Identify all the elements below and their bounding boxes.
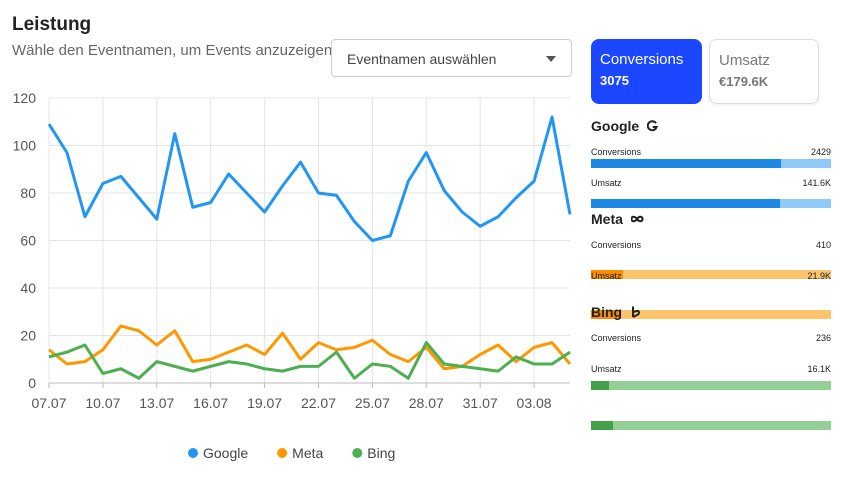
platform-name: Bing — [591, 304, 643, 320]
legend-marker — [277, 448, 288, 458]
event-dropdown[interactable]: Eventnamen auswählen — [331, 39, 572, 77]
metric-track — [591, 310, 831, 319]
metric-track — [591, 421, 831, 430]
series-line — [48, 341, 571, 380]
metric-label: Conversions — [591, 147, 642, 157]
platform-name-text: Bing — [591, 304, 623, 320]
x-tick-label: 22.07 — [301, 395, 336, 411]
metric-label-row: Conversions 410 — [591, 240, 831, 250]
x-tick-label: 19.07 — [247, 395, 282, 411]
x-tick-label: 07.07 — [31, 395, 66, 411]
y-tick-label: 100 — [13, 138, 37, 154]
legend-label: Meta — [292, 445, 323, 461]
metric-value: 16.1K — [807, 364, 831, 374]
x-tick-label: 28.07 — [409, 395, 444, 411]
line-chart: 0 20 40 60 80 100 120 07.07 10.07 13.07 16.07 19.07… — [13, 90, 572, 461]
dropdown-caret — [546, 56, 556, 62]
metric-bar — [591, 310, 621, 319]
x-tick-label: 16.07 — [193, 395, 228, 411]
legend-marker — [188, 448, 198, 458]
metric-track — [591, 381, 831, 390]
legend-marker — [352, 448, 363, 458]
platform-name: Meta — [591, 211, 644, 227]
series-line — [47, 115, 572, 242]
metric-value: 236 — [815, 333, 831, 343]
y-tick-label: 60 — [20, 233, 36, 249]
metric-label-row: Umsatz 16.1K — [591, 364, 831, 374]
metric-label-row: Conversions 236 — [591, 333, 831, 343]
metric-label-row: Umsatz 21.9K — [591, 271, 831, 281]
y-tick-label: 20 — [20, 328, 36, 344]
platform-icon — [630, 215, 644, 223]
metric-value: 21.9K — [807, 271, 831, 281]
card-label: Umsatz — [719, 52, 770, 69]
metric-bar — [591, 159, 781, 168]
y-tick-label: 40 — [20, 280, 36, 296]
metric-track — [591, 270, 831, 279]
card-value: 3075 — [600, 73, 629, 88]
metric-bar — [591, 270, 623, 279]
metric-label-row: Conversions 2429 — [591, 147, 831, 157]
platform-name: Google — [591, 118, 660, 134]
metric-label: Conversions — [591, 240, 642, 250]
platform-name-text: Meta — [591, 211, 623, 227]
legend-label: Google — [203, 445, 248, 461]
y-tick-label: 120 — [13, 90, 37, 106]
metric-label: Umsatz — [591, 178, 622, 188]
x-tick-label: 31.07 — [463, 395, 498, 411]
dropdown-placeholder: Eventnamen auswählen — [347, 51, 497, 67]
y-tick-label: 80 — [20, 185, 36, 201]
platform-name-text: Google — [591, 118, 640, 134]
x-tick-label: 25.07 — [355, 395, 390, 411]
x-tick-label: 03.08 — [517, 395, 552, 411]
legend-label: Bing — [367, 445, 395, 461]
metric-label: Umsatz — [591, 271, 622, 281]
x-tick-label: 10.07 — [85, 395, 120, 411]
metric-value: 2429 — [810, 147, 831, 157]
metric-label: Conversions — [591, 333, 642, 343]
page-title: Leistung — [12, 14, 92, 35]
card-label: Conversions — [600, 51, 684, 68]
metric-value: 141.6K — [802, 178, 831, 188]
platform-list: Google Conversions 2429 Umsatz 141.6K Meta Con… — [0, 0, 843, 430]
x-tick-label: 13.07 — [139, 395, 174, 411]
metric-label-row: Umsatz 141.6K — [591, 178, 831, 188]
metric-track — [591, 199, 831, 208]
metric-label: Umsatz — [591, 364, 622, 374]
metric-bar — [591, 381, 610, 390]
platform-icon — [632, 306, 641, 318]
card-value: €179.6K — [719, 74, 769, 89]
platform-icon — [647, 120, 659, 132]
metric-bar — [591, 199, 781, 208]
metric-bar — [591, 421, 613, 430]
y-tick-label: 0 — [28, 375, 36, 391]
metric-card[interactable]: Conversions 3075 — [591, 39, 702, 104]
series-line — [48, 324, 572, 371]
metric-value: 410 — [815, 240, 831, 250]
metric-track — [591, 159, 831, 168]
metric-card[interactable]: Umsatz €179.6K — [709, 39, 819, 104]
page-subtitle: Wähle den Eventnamen, um Events anzuzeig… — [12, 42, 333, 59]
